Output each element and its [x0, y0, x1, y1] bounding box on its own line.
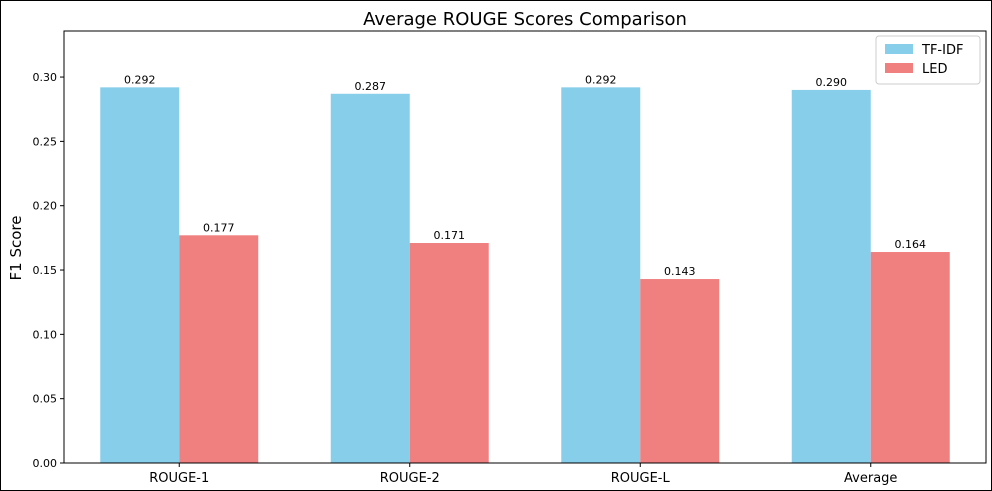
y-tick-label: 0.25: [33, 135, 58, 148]
chart-title: Average ROUGE Scores Comparison: [363, 9, 687, 30]
data-label: 0.164: [895, 238, 927, 251]
data-label: 0.292: [585, 73, 617, 86]
data-label: 0.287: [355, 80, 387, 93]
y-axis-label: F1 Score: [7, 216, 25, 281]
data-label: 0.292: [124, 73, 156, 86]
bar-tf-idf: [791, 89, 871, 464]
x-tick-label: ROUGE-2: [380, 471, 440, 486]
bar-led: [179, 235, 259, 463]
y-tick-label: 0.00: [33, 457, 58, 470]
y-tick-label: 0.05: [33, 393, 58, 406]
y-tick-label: 0.15: [33, 264, 58, 277]
bar-tf-idf: [330, 93, 410, 464]
bar-led: [870, 252, 950, 463]
y-tick-label: 0.20: [33, 200, 58, 213]
legend-label: TF-IDF: [921, 43, 963, 58]
data-label: 0.171: [434, 229, 466, 242]
y-tick-label: 0.30: [33, 71, 58, 84]
legend: TF-IDF LED: [875, 35, 981, 85]
legend-swatch: [885, 44, 913, 54]
plot-area: 0.00 0.05 0.10 0.15 0.20 0.25 0.30 0.292 0.177 RO…: [33, 30, 987, 486]
x-tick-label: ROUGE-L: [611, 471, 671, 486]
data-label: 0.143: [664, 265, 696, 278]
bar-tf-idf: [561, 87, 641, 463]
legend-label: LED: [922, 62, 947, 77]
x-tick-label: ROUGE-1: [149, 471, 209, 486]
bar-led: [409, 243, 489, 463]
axes-frame: [63, 30, 987, 464]
bar-tf-idf: [100, 87, 180, 463]
bar-led: [640, 279, 720, 463]
data-label: 0.177: [203, 221, 235, 234]
y-tick-label: 0.10: [33, 328, 58, 341]
legend-swatch: [885, 63, 913, 73]
data-label: 0.290: [816, 76, 848, 89]
x-tick-label: Average: [844, 471, 897, 486]
